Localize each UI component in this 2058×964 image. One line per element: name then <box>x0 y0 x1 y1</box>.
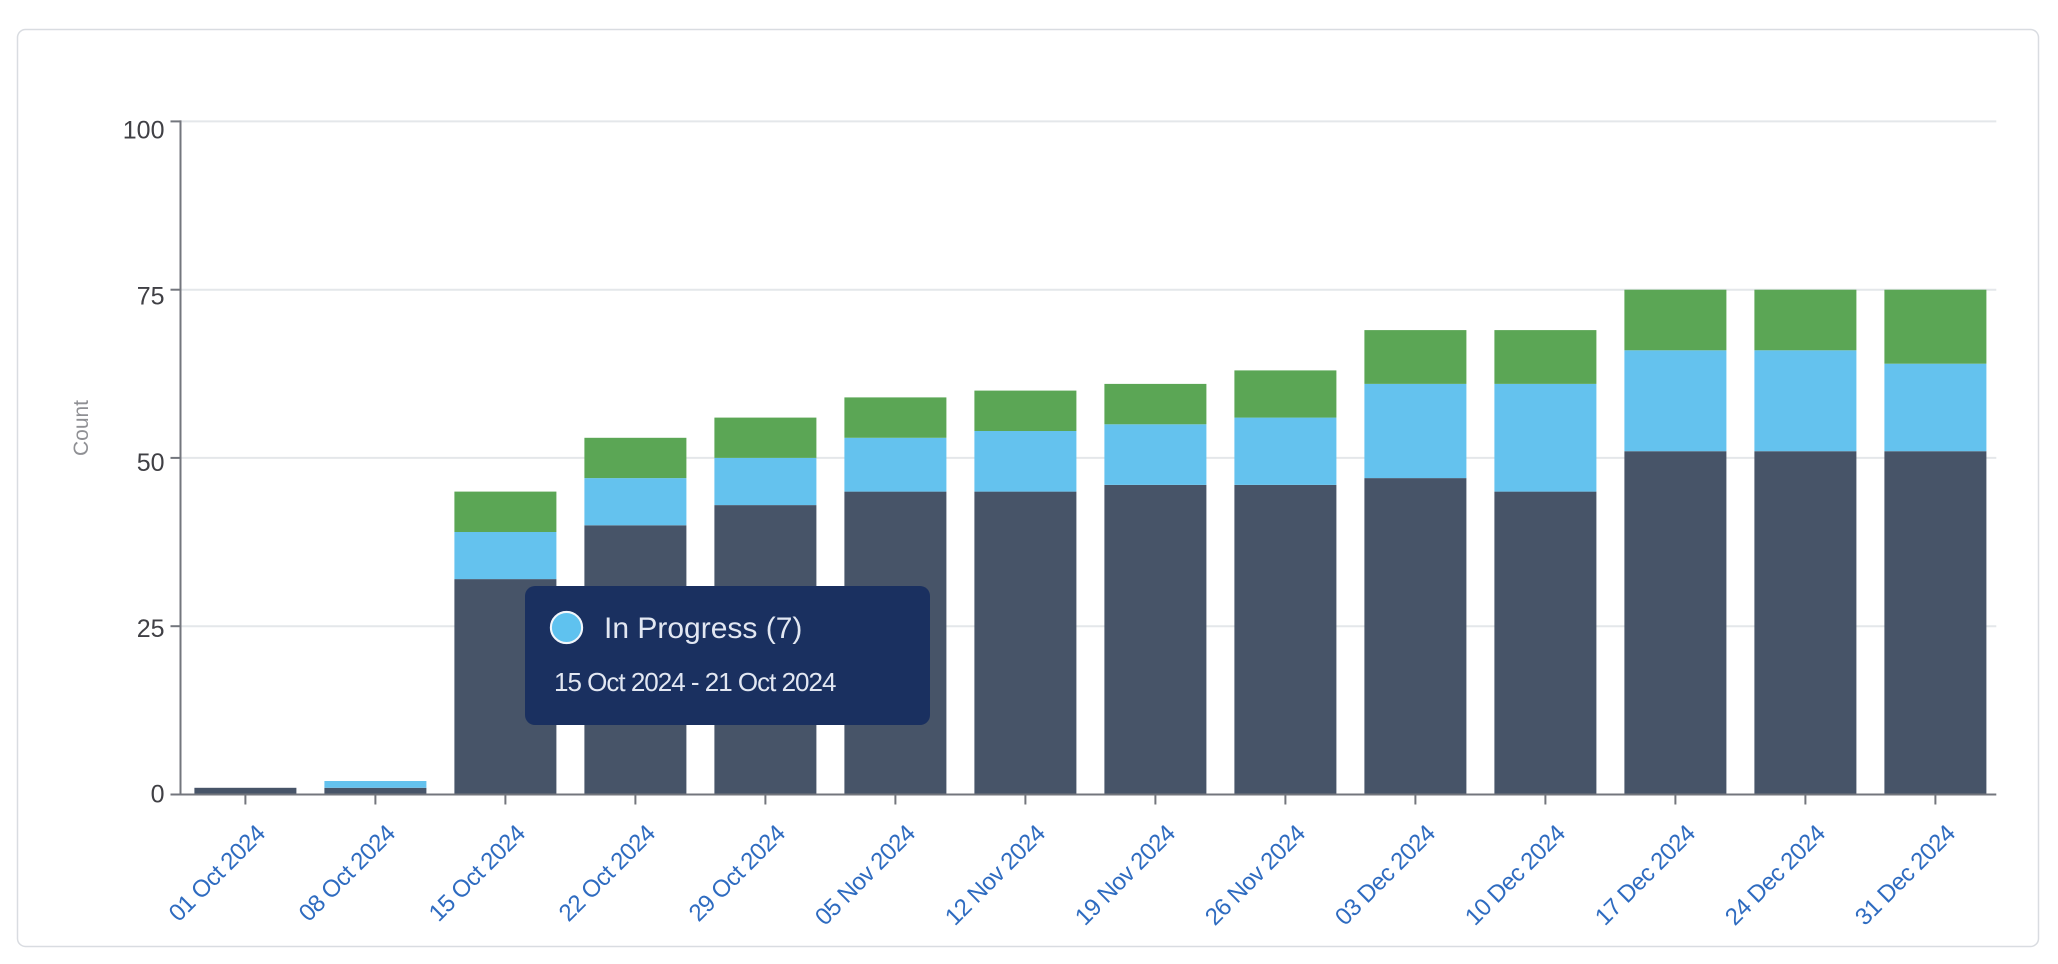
svg-text:100: 100 <box>123 116 165 144</box>
svg-text:Count: Count <box>70 400 93 456</box>
svg-text:75: 75 <box>137 283 165 311</box>
svg-text:In Progress (7): In Progress (7) <box>604 612 802 645</box>
svg-text:25: 25 <box>137 615 165 643</box>
svg-text:15 Oct 2024 - 21 Oct 2024: 15 Oct 2024 - 21 Oct 2024 <box>554 667 836 697</box>
svg-text:0: 0 <box>151 781 165 809</box>
svg-text:50: 50 <box>137 449 165 477</box>
